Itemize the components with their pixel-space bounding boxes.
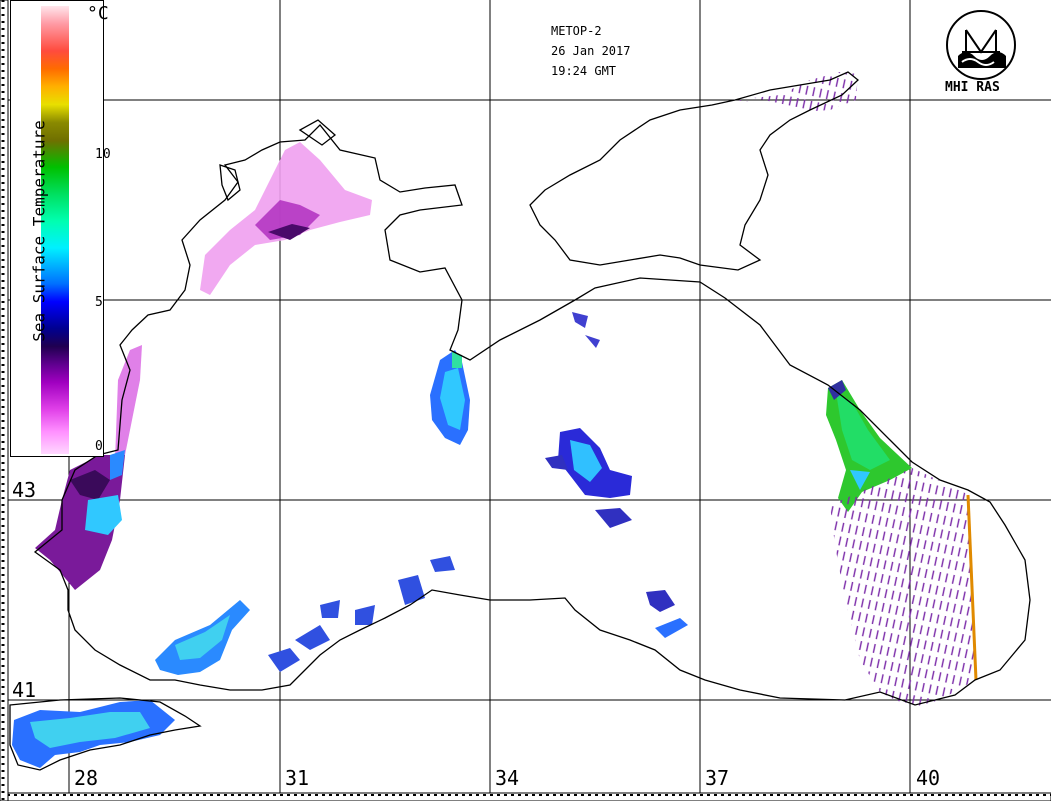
mhi-ras-logo-icon — [946, 10, 1016, 80]
lon-label-40: 40 — [916, 766, 941, 790]
acquisition-date: 26 Jan 2017 — [551, 44, 631, 58]
acquisition-time: 19:24 GMT — [551, 64, 617, 78]
lon-label-34: 34 — [495, 766, 520, 790]
legend-tick-10: 10 — [95, 147, 111, 162]
lat-label-43: 43 — [12, 478, 37, 502]
legend-tick-5: 5 — [95, 295, 103, 310]
color-legend: Sea Surface Temperature °C 10 5 0 — [10, 0, 111, 457]
coastline — [9, 71, 1031, 771]
lon-label-37: 37 — [705, 766, 730, 790]
logo-text: MHI RAS — [945, 80, 1000, 95]
lon-label-31: 31 — [285, 766, 310, 790]
legend-tick-0: 0 — [95, 439, 103, 454]
lat-label-41: 41 — [12, 678, 37, 702]
legend-unit: °C — [87, 3, 109, 24]
legend-title: Sea Surface Temperature — [29, 120, 49, 342]
lon-label-28: 28 — [74, 766, 99, 790]
sst-patches — [12, 72, 978, 768]
color-scale-bar — [41, 6, 69, 454]
satellite-name: METOP-2 — [551, 24, 602, 38]
